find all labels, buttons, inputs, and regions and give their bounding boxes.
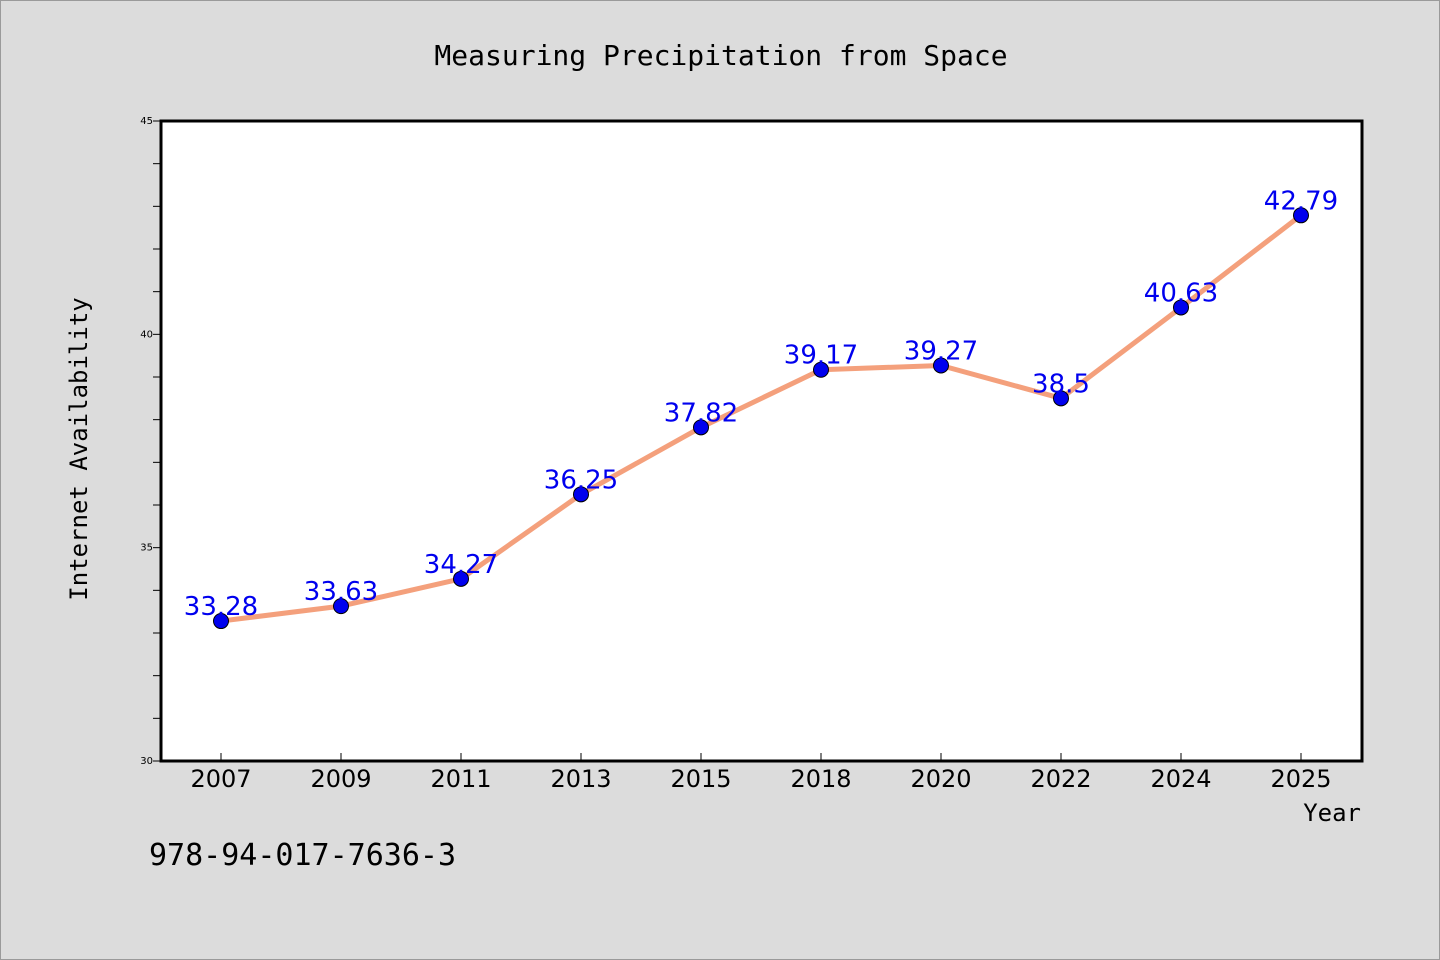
x-tick-label: 2011: [430, 765, 491, 793]
data-point-marker: [1173, 299, 1189, 316]
data-label: 39.17: [784, 341, 858, 371]
x-tick-label: 2024: [1150, 765, 1211, 793]
data-point-marker: [933, 357, 949, 374]
x-tick-label: 2018: [790, 765, 851, 793]
data-label: 36.25: [544, 465, 618, 495]
y-tick-label: 40: [140, 329, 153, 340]
y-axis-ticks: [153, 120, 161, 762]
y-tick-label: 35: [140, 543, 153, 554]
data-label: 38.5: [1032, 369, 1090, 399]
data-point-marker: [693, 419, 709, 436]
x-tick-label: 2022: [1030, 765, 1091, 793]
data-point-marker: [573, 486, 589, 503]
data-point-marker: [213, 613, 229, 630]
y-tick-label: 45: [140, 116, 153, 127]
x-tick-label: 2013: [550, 765, 611, 793]
x-axis-tick-labels: 2007 2009 2011 2013 2015 2018 2020 2022 2024 2025: [190, 765, 1331, 793]
data-label: 39.27: [904, 336, 978, 366]
data-point-marker: [333, 598, 349, 615]
data-label: 33.63: [304, 577, 378, 607]
x-tick-label: 2015: [670, 765, 731, 793]
y-axis-tick-labels: 30 35 40 45: [140, 116, 153, 767]
isbn-text: 978-94-017-7636-3: [149, 838, 456, 873]
data-label: 37.82: [664, 398, 738, 428]
x-axis-ticks: [220, 753, 1302, 761]
x-tick-label: 2007: [190, 765, 251, 793]
data-point-marker: [1053, 390, 1069, 407]
data-label: 42.79: [1264, 186, 1338, 216]
data-point-marker: [453, 570, 469, 587]
data-label: 34.27: [424, 550, 498, 580]
y-tick-label: 30: [140, 756, 153, 767]
x-tick-label: 2025: [1270, 765, 1331, 793]
data-point-marker: [1293, 207, 1309, 224]
x-tick-label: 2009: [310, 765, 371, 793]
x-axis-label: Year: [1303, 799, 1361, 827]
series-layer: 33.28 33.63 34.27 36.25 37.82 39.17 39.27 38.5 4…: [184, 186, 1338, 630]
data-label: 40.63: [1144, 278, 1218, 308]
plot-area: [159, 119, 1364, 763]
series-line: [218, 212, 1304, 624]
data-point-marker: [813, 361, 829, 378]
x-tick-label: 2020: [910, 765, 971, 793]
y-axis-label: Internet Availability: [65, 297, 93, 600]
data-label: 33.28: [184, 592, 258, 622]
chart-title: Measuring Precipitation from Space: [434, 39, 1007, 72]
